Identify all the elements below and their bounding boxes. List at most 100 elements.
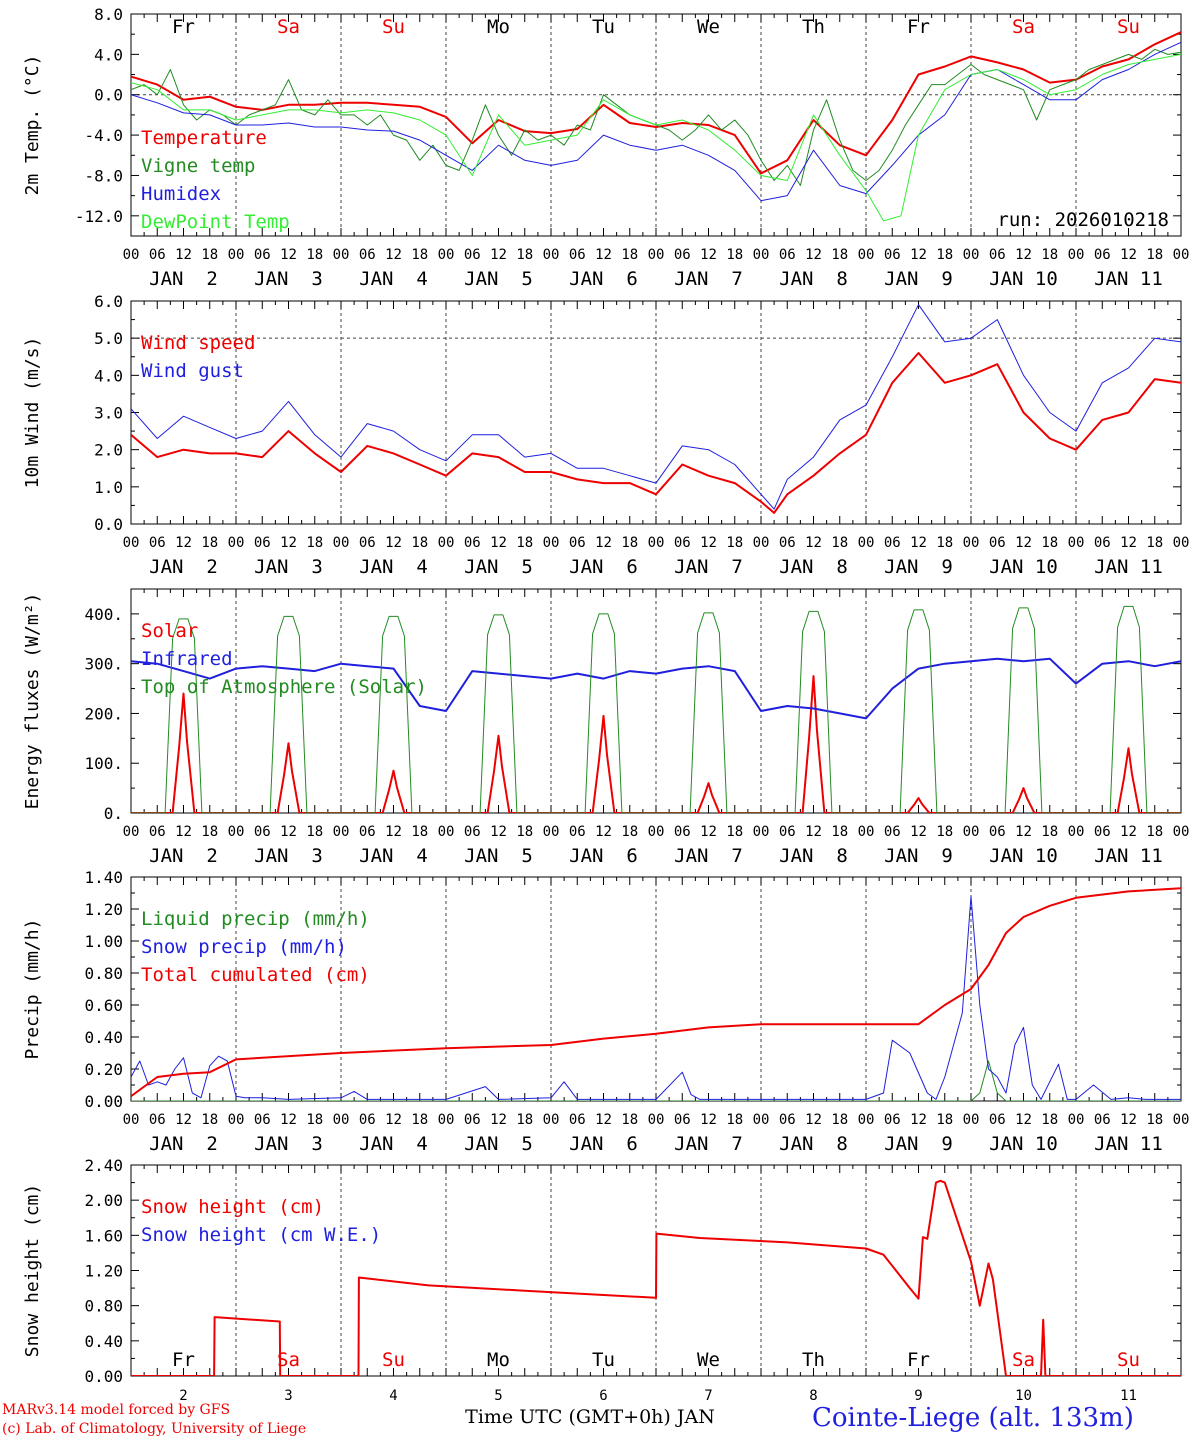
x-day-number: 9 <box>914 1388 922 1404</box>
x-hour-label: 18 <box>726 247 743 263</box>
x-hour-label: 00 <box>123 824 140 840</box>
x-date-label: JAN 4 <box>359 845 428 867</box>
legend-entry: Total cumulated (cm) <box>141 964 370 986</box>
x-date-label: JAN 4 <box>359 268 428 290</box>
day-name-label: Tu <box>592 1349 615 1371</box>
x-hour-label: 18 <box>1146 824 1163 840</box>
day-name-label: Tu <box>592 16 615 38</box>
x-hour-label: 18 <box>306 247 323 263</box>
y-tick-label: 1.40 <box>84 868 123 887</box>
x-hour-label: 12 <box>175 1112 192 1128</box>
x-hour-label: 12 <box>700 535 717 551</box>
day-name-label: Fr <box>172 1349 195 1371</box>
x-date-label: JAN 8 <box>779 268 848 290</box>
x-hour-label: 18 <box>411 824 428 840</box>
series-line-liquid-precip-mm-h- <box>131 1060 1181 1101</box>
legend-entry: Vigne temp <box>141 155 255 177</box>
y-tick-label: 0.0 <box>94 86 123 105</box>
y-axis-label: 2m Temp. (°C) <box>22 55 43 196</box>
y-tick-label: 0.40 <box>84 1332 123 1351</box>
x-hour-label: 00 <box>858 1112 875 1128</box>
x-hour-label: 18 <box>1146 247 1163 263</box>
x-hour-label: 06 <box>254 1112 271 1128</box>
x-hour-label: 06 <box>674 535 691 551</box>
y-tick-label: 2.40 <box>84 1156 123 1175</box>
x-hour-label: 18 <box>831 247 848 263</box>
x-date-label: JAN 11 <box>1094 556 1163 578</box>
series-line-snow-height-cm- <box>131 1179 1181 1376</box>
legend-entry: Humidex <box>141 183 221 205</box>
series-line-humidex <box>131 41 1181 202</box>
y-tick-label: 0. <box>104 804 123 823</box>
x-hour-label: 18 <box>201 1112 218 1128</box>
series-group <box>131 31 1181 222</box>
x-hour-label: 18 <box>306 824 323 840</box>
x-date-label: JAN 3 <box>254 556 323 578</box>
x-hour-label: 00 <box>648 247 665 263</box>
y-axis-label: Snow height (cm) <box>22 1184 43 1357</box>
x-hour-label: 06 <box>569 1112 586 1128</box>
series-group <box>131 887 1181 1101</box>
x-date-label: JAN 6 <box>569 1133 638 1155</box>
x-day-number: 8 <box>809 1388 817 1404</box>
x-hour-label: 12 <box>805 1112 822 1128</box>
x-hour-label: 12 <box>1015 535 1032 551</box>
series-group <box>131 605 1181 813</box>
day-name-label: Su <box>382 1349 405 1371</box>
x-hour-label: 18 <box>411 1112 428 1128</box>
x-date-label: JAN 7 <box>674 1133 743 1155</box>
plot-frame <box>130 588 1182 814</box>
x-date-label: JAN 4 <box>359 556 428 578</box>
x-hour-label: 12 <box>280 1112 297 1128</box>
x-date-label: JAN 6 <box>569 556 638 578</box>
x-date-label: JAN 3 <box>254 268 323 290</box>
day-name-label: Sa <box>277 16 300 38</box>
y-tick-label: 1.20 <box>84 1262 123 1281</box>
x-hour-label: 00 <box>438 1112 455 1128</box>
x-date-label: JAN 9 <box>884 556 953 578</box>
legend-entry: DewPoint Temp <box>141 211 290 233</box>
x-hour-label: 00 <box>333 1112 350 1128</box>
x-hour-label: 00 <box>648 535 665 551</box>
series-line-snow-precip-mm-h- <box>131 895 1181 1100</box>
x-hour-label: 00 <box>1173 1112 1190 1128</box>
y-tick-label: 0.40 <box>84 1028 123 1047</box>
y-tick-label: 1.20 <box>84 900 123 919</box>
x-hour-label: 12 <box>805 247 822 263</box>
x-hour-label: 06 <box>359 1112 376 1128</box>
series-line-total-cumulated-cm- <box>131 887 1181 1098</box>
x-hour-label: 12 <box>1120 535 1137 551</box>
x-date-label: JAN 8 <box>779 1133 848 1155</box>
x-hour-label: 00 <box>333 247 350 263</box>
x-hour-label: 00 <box>1173 535 1190 551</box>
series-line-infrared <box>131 657 1181 720</box>
x-hour-label: 00 <box>228 824 245 840</box>
day-name-label: Su <box>1117 16 1140 38</box>
x-hour-label: 18 <box>726 824 743 840</box>
x-hour-label: 18 <box>1146 535 1163 551</box>
x-hour-label: 12 <box>280 247 297 263</box>
x-hour-label: 06 <box>569 824 586 840</box>
x-date-label: JAN 2 <box>149 556 218 578</box>
x-hour-label: 12 <box>280 824 297 840</box>
x-hour-label: 06 <box>779 247 796 263</box>
legend-entry: Wind speed <box>141 332 255 354</box>
x-hour-label: 18 <box>201 824 218 840</box>
x-day-number: 10 <box>1015 1388 1032 1404</box>
x-hour-label: 00 <box>858 824 875 840</box>
x-day-number: 6 <box>599 1388 607 1404</box>
x-hour-label: 06 <box>779 535 796 551</box>
y-tick-label: 1.00 <box>84 932 123 951</box>
y-tick-label: 2.0 <box>94 441 123 460</box>
series-group <box>131 1179 1181 1376</box>
x-hour-label: 06 <box>149 1112 166 1128</box>
y-tick-label: 2.00 <box>84 1191 123 1210</box>
day-name-label: Fr <box>907 16 930 38</box>
x-hour-label: 18 <box>306 535 323 551</box>
x-hour-label: 12 <box>385 824 402 840</box>
x-date-label: JAN 2 <box>149 845 218 867</box>
x-date-label: JAN 3 <box>254 1133 323 1155</box>
day-name-label: Su <box>382 16 405 38</box>
day-name-label: Th <box>802 1349 825 1371</box>
x-hour-label: 12 <box>595 535 612 551</box>
